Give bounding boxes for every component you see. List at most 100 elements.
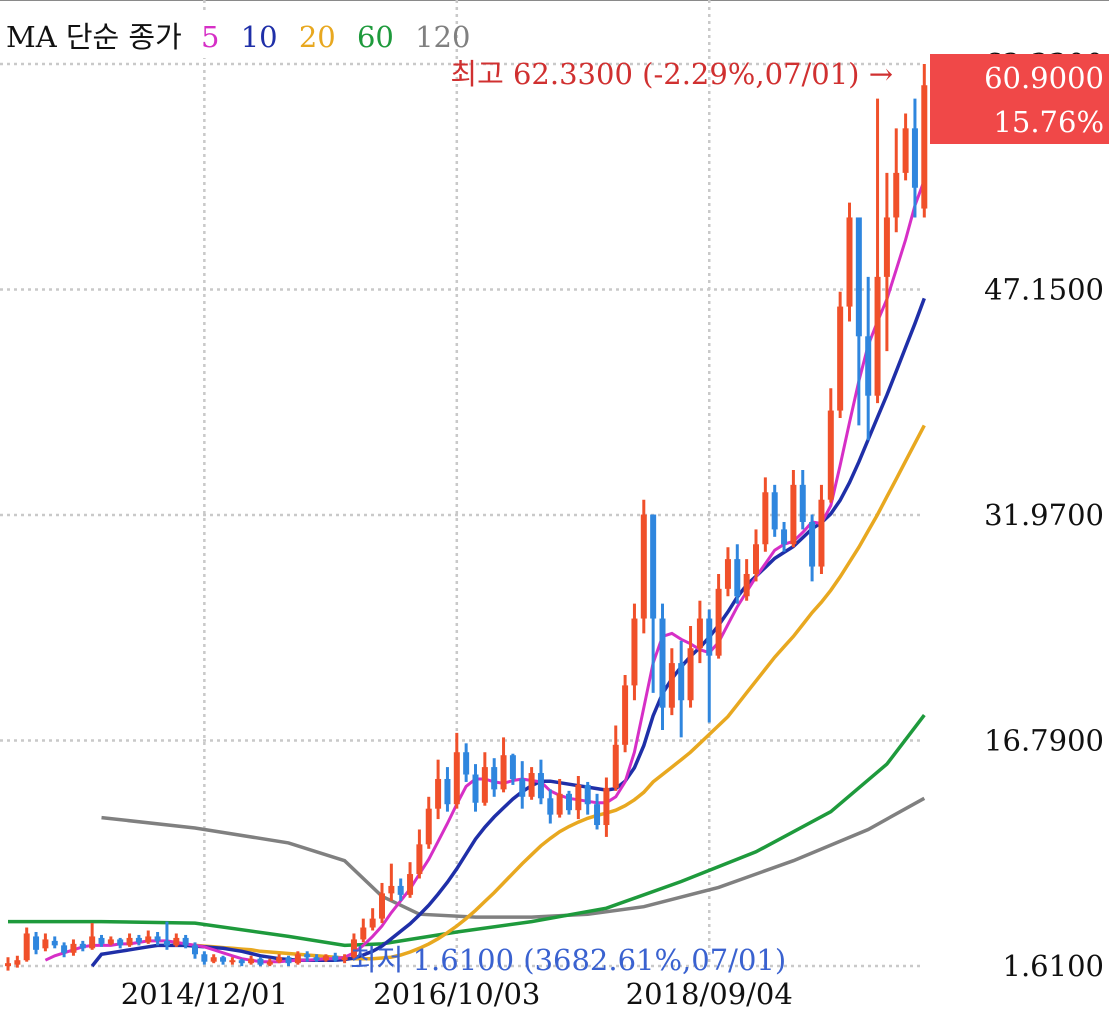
candle-body bbox=[874, 276, 881, 396]
candle bbox=[809, 514, 816, 582]
candle bbox=[472, 764, 479, 812]
candle bbox=[883, 172, 890, 352]
candle bbox=[117, 937, 124, 949]
candle bbox=[257, 957, 264, 967]
candle bbox=[715, 573, 722, 659]
candle bbox=[416, 829, 423, 879]
candle-body bbox=[528, 773, 535, 797]
candle-body bbox=[547, 798, 554, 815]
candle bbox=[575, 776, 582, 820]
candle bbox=[659, 603, 666, 730]
last-price-value: 60.9000 bbox=[984, 61, 1104, 95]
candle bbox=[640, 499, 647, 634]
candle bbox=[491, 758, 498, 797]
candle bbox=[210, 954, 217, 964]
x-tick-label: 2014/12/01 bbox=[121, 977, 288, 1011]
candle bbox=[678, 640, 685, 738]
candle bbox=[425, 796, 432, 849]
candle-body bbox=[369, 918, 376, 928]
candle bbox=[818, 484, 825, 574]
candle-body bbox=[210, 957, 217, 962]
candle bbox=[547, 789, 554, 824]
candle bbox=[51, 936, 58, 949]
candle-body bbox=[575, 784, 582, 811]
candle-body bbox=[257, 958, 264, 965]
candle-body bbox=[790, 484, 797, 545]
candle bbox=[304, 951, 311, 962]
candle-body bbox=[902, 128, 909, 173]
candle bbox=[126, 933, 133, 947]
candle bbox=[266, 958, 273, 967]
candle bbox=[107, 936, 114, 946]
last-price-change: 15.76% bbox=[993, 105, 1104, 139]
candle-body bbox=[921, 85, 928, 209]
candle-body bbox=[584, 784, 591, 805]
candle-body bbox=[285, 957, 292, 964]
candle-body bbox=[126, 937, 133, 946]
candle-body bbox=[154, 936, 161, 941]
candle-body bbox=[341, 957, 348, 961]
last-price-badge: 60.9000 15.76% bbox=[930, 54, 1109, 144]
candle bbox=[500, 737, 507, 793]
candle-body bbox=[107, 939, 114, 944]
candle bbox=[332, 952, 339, 962]
candle-body bbox=[313, 957, 320, 961]
candle bbox=[594, 793, 601, 830]
candle-body bbox=[79, 943, 86, 949]
candle-body bbox=[537, 773, 544, 799]
candle-body bbox=[173, 937, 180, 946]
candle-body bbox=[706, 618, 713, 656]
candle-body bbox=[893, 172, 900, 218]
candle-body bbox=[762, 492, 769, 545]
candle bbox=[650, 514, 657, 693]
candle-body bbox=[444, 778, 451, 805]
candle bbox=[182, 934, 189, 949]
svg-text:MA 단순 종가 5 10: MA 단순 종가 5 10 20 60 120 bbox=[6, 20, 470, 54]
candle bbox=[33, 931, 40, 955]
candle-body bbox=[472, 774, 479, 803]
candle bbox=[192, 942, 198, 959]
candle bbox=[921, 64, 928, 218]
candle-body bbox=[229, 960, 236, 963]
candle-body bbox=[640, 514, 647, 619]
candle-body bbox=[687, 648, 694, 701]
candle-body bbox=[827, 410, 834, 500]
candle bbox=[435, 759, 442, 820]
candle bbox=[668, 648, 675, 716]
x-axis: 2014/12/01 2016/10/03 2018/09/04 bbox=[121, 977, 793, 1011]
ma10-line bbox=[90, 297, 926, 968]
candle-body bbox=[883, 217, 890, 277]
candle bbox=[463, 743, 470, 782]
candle bbox=[902, 113, 909, 181]
candle-body bbox=[201, 954, 208, 962]
candle bbox=[341, 954, 348, 964]
candle-body bbox=[61, 945, 68, 953]
candle-body bbox=[603, 787, 610, 826]
candle bbox=[350, 933, 357, 959]
ma60-line bbox=[8, 714, 926, 948]
candle bbox=[322, 954, 329, 962]
candle-body bbox=[809, 521, 816, 567]
candle bbox=[874, 98, 881, 404]
candle-body bbox=[5, 963, 11, 967]
candle-body bbox=[23, 933, 30, 961]
candle bbox=[556, 778, 563, 818]
candle-body bbox=[407, 874, 414, 895]
candle-body bbox=[453, 752, 460, 805]
candle bbox=[285, 955, 292, 966]
candle bbox=[724, 547, 731, 597]
high-annotation: 최고 62.3300 (-2.29%,07/01) → bbox=[450, 57, 893, 91]
candle bbox=[603, 777, 610, 837]
candle-body bbox=[743, 573, 750, 597]
x-tick-label: 2016/10/03 bbox=[373, 977, 540, 1011]
legend-ma20: 20 bbox=[299, 20, 336, 54]
legend-ma120: 120 bbox=[415, 20, 470, 54]
candle bbox=[238, 958, 245, 967]
candle bbox=[294, 951, 301, 965]
candle-body bbox=[42, 939, 49, 949]
candle-body bbox=[500, 755, 507, 790]
candle bbox=[509, 753, 516, 785]
candle-body bbox=[463, 752, 470, 775]
